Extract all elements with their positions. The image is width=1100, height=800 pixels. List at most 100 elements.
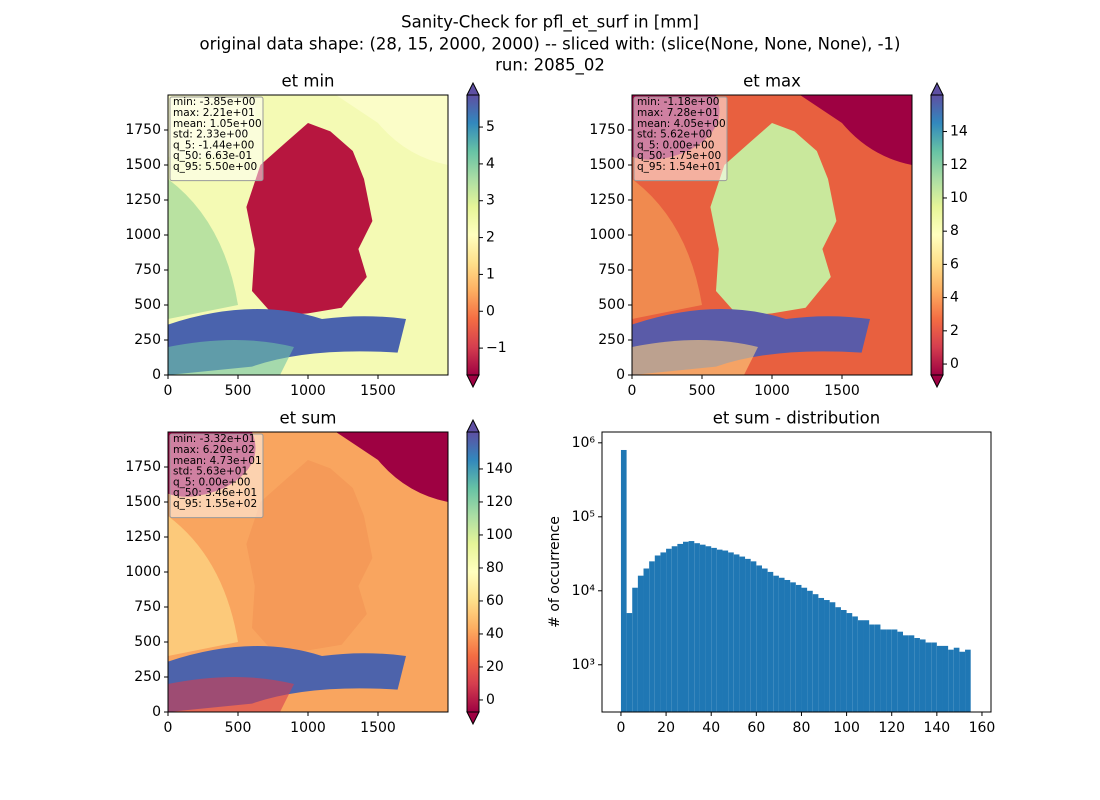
figure-subtitle: run: 2085_02	[495, 56, 605, 76]
colorbar-frame	[466, 431, 480, 713]
colorbar-tick-label: 6	[950, 256, 959, 272]
x-tick-label: 60	[747, 720, 765, 736]
x-tick-label: 1000	[290, 720, 326, 736]
colorbar-tick-label: 140	[486, 461, 513, 477]
bar	[863, 620, 870, 712]
colorbar-tick-label: 0	[950, 356, 959, 372]
bar	[643, 568, 650, 712]
x-tick-label: 100	[833, 720, 860, 736]
bar	[761, 568, 768, 712]
bar	[722, 550, 729, 712]
colorbar-tick-label: 120	[486, 494, 513, 510]
colorbar-frame	[466, 94, 480, 376]
colorbar-extend	[466, 711, 480, 726]
y-tick-label: 1000	[589, 227, 625, 243]
field	[168, 677, 294, 712]
y-tick-label: 500	[134, 634, 161, 650]
bar	[694, 543, 700, 712]
bar	[767, 571, 774, 712]
stats-text: mean: 4.05e+00	[637, 118, 726, 130]
bar	[835, 607, 841, 712]
bar	[733, 554, 740, 712]
field	[246, 123, 373, 317]
bar	[801, 587, 808, 712]
axes-title: et sum - distribution	[713, 409, 880, 428]
field	[168, 516, 238, 656]
stats-text: min: -1.18e+00	[637, 96, 719, 108]
bar	[790, 582, 796, 712]
colorbar-tick-label: 4	[486, 156, 495, 172]
y-tick-label: 750	[598, 262, 625, 278]
colorbar-extend	[466, 81, 480, 96]
y-tick-label: 250	[134, 332, 161, 348]
field	[246, 460, 373, 654]
y-tick-label: 1500	[589, 157, 625, 173]
stats-text: max: 2.21e+01	[173, 107, 255, 119]
x-tick-label: 140	[923, 720, 950, 736]
stats-text: q_50: 1.75e+00	[637, 150, 721, 162]
y-tick-label: 1750	[125, 459, 161, 475]
bar	[711, 547, 717, 712]
stats-text: mean: 4.73e+01	[173, 455, 262, 467]
colorbar-tick-label: 3	[486, 193, 495, 209]
field	[168, 340, 294, 375]
stats-text: std: 2.33e+00	[173, 129, 248, 141]
y-tick-label: 250	[134, 669, 161, 685]
bar	[824, 600, 830, 712]
stats-box	[633, 96, 728, 182]
y-axis-label: # of occurrence	[547, 516, 563, 628]
colorbar-tick-label: 12	[950, 157, 968, 173]
x-tick-label: 500	[689, 383, 716, 399]
field	[632, 340, 758, 375]
bar	[671, 546, 678, 712]
colorbar-extend	[930, 81, 944, 96]
bar	[959, 651, 966, 712]
bar	[874, 624, 881, 712]
bar	[953, 647, 960, 712]
stats-text: q_95: 5.50e+00	[173, 161, 257, 173]
colorbar	[467, 95, 479, 375]
bar	[677, 543, 684, 712]
colorbar-tick-label: 14	[950, 124, 968, 140]
bar	[626, 613, 633, 712]
stats-text: max: 6.20e+02	[173, 444, 255, 456]
bar	[807, 590, 813, 712]
bar	[637, 575, 644, 712]
stats-text: q_50: 3.46e+01	[173, 487, 257, 499]
x-tick-label: 40	[702, 720, 720, 736]
bar	[716, 549, 723, 712]
bar	[948, 649, 954, 712]
stats-text: q_95: 1.54e+01	[637, 161, 721, 173]
stats-text: q_50: 6.63e-01	[173, 150, 252, 162]
x-tick-label: 0	[164, 720, 173, 736]
y-tick-label: 1750	[589, 122, 625, 138]
bar	[683, 541, 689, 712]
stats-text: min: -3.32e+01	[173, 433, 255, 445]
y-tick-label: 1000	[125, 227, 161, 243]
colorbar-tick-label: 100	[486, 527, 513, 543]
colorbar-tick-label: 8	[950, 223, 959, 239]
colorbar-tick-label: 0	[486, 692, 495, 708]
y-tick-label: 10³	[572, 657, 595, 673]
bar	[880, 629, 887, 712]
colorbar-tick-label: 10	[950, 190, 968, 206]
bar	[919, 639, 926, 712]
bar	[818, 597, 825, 712]
stats-text: q_5: -1.44e+00	[173, 139, 254, 151]
axes-frame	[601, 431, 992, 713]
field	[168, 179, 238, 319]
stats-text: min: -3.85e+00	[173, 96, 255, 108]
x-tick-label: 1500	[360, 720, 396, 736]
x-tick-label: 80	[793, 720, 811, 736]
x-tick-label: 1500	[360, 383, 396, 399]
bar	[840, 609, 847, 712]
bar	[903, 635, 909, 712]
bar	[745, 558, 751, 712]
colorbar-tick-label: −1	[486, 340, 507, 356]
bar	[784, 579, 791, 712]
bar	[688, 541, 695, 712]
colorbar-tick-label: 0	[486, 303, 495, 319]
x-tick-label: 0	[164, 383, 173, 399]
x-tick-label: 1000	[754, 383, 790, 399]
colorbar-tick-label: 2	[486, 230, 495, 246]
